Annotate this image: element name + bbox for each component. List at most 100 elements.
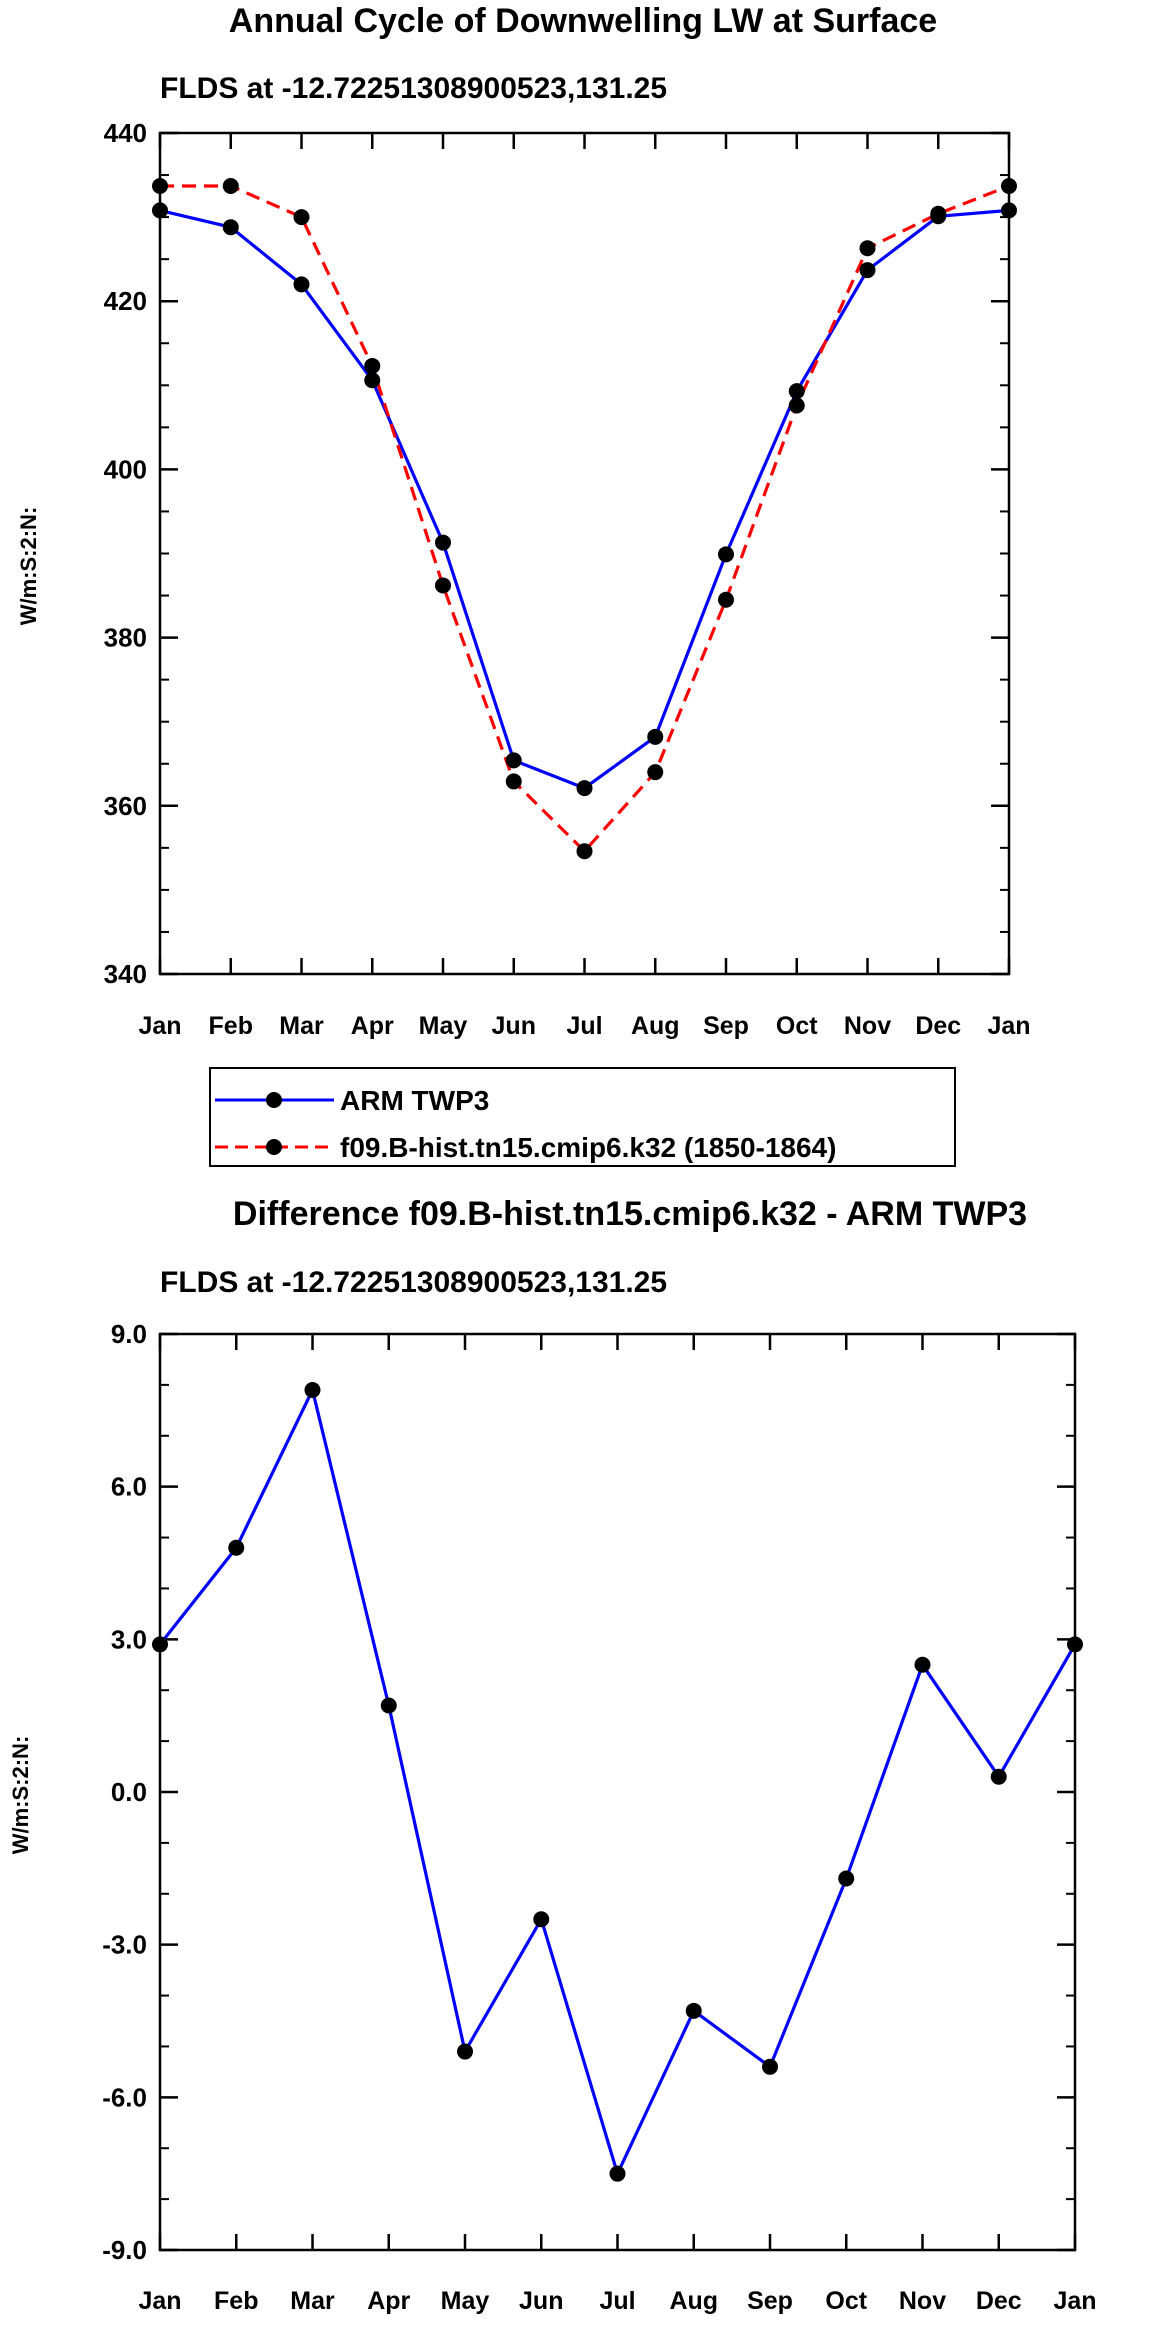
chart2-x-tick-label: Jan: [1053, 2287, 1096, 2315]
chart1-series-0-point: [435, 534, 451, 551]
chart1-y-tick-label: 360: [104, 791, 147, 821]
legend-box: [209, 1067, 956, 1167]
chart2-y-tick-label: -3.0: [102, 1930, 147, 1960]
legend-label-model: f09.B-hist.tn15.cmip6.k32 (1850-1864): [340, 1132, 836, 1163]
chart1-series-0-point: [788, 383, 805, 400]
chart1-y-tick-label: 380: [104, 623, 147, 653]
chart2-series-0-point: [304, 1381, 321, 1398]
chart1-x-tick-label: Oct: [776, 1012, 818, 1040]
chart2-x-tick-label: May: [441, 2287, 490, 2315]
chart2-y-tick-label: 6.0: [111, 1472, 147, 1502]
chart1-x-tick-label: May: [419, 1012, 468, 1040]
chart1-series-0-point: [293, 276, 310, 293]
legend-label-arm: ARM TWP3: [340, 1085, 489, 1116]
chart2-ticks: [158, 1332, 1077, 2252]
chart1-x-tick-label: Sep: [703, 1012, 749, 1040]
chart2-plot-frame: [158, 1332, 1077, 2252]
chart1-series-1-point: [859, 240, 876, 257]
chart2-series-line-0: [158, 1388, 1077, 2176]
chart1-x-tick-label: Jul: [566, 1012, 602, 1040]
chart1-x-tick-label: Nov: [844, 1012, 891, 1040]
legend-marker-model: [266, 1139, 282, 1155]
chart2-x-tick-label: Aug: [669, 2287, 718, 2315]
chart2-series-0-point: [380, 1697, 397, 1714]
chart2-y-tick-label: -9.0: [102, 2235, 147, 2265]
chart2-x-tick-label: Jun: [519, 2287, 563, 2315]
chart1-series-1-point: [647, 764, 664, 781]
chart2-x-tick-label: Nov: [899, 2287, 946, 2315]
chart2-x-tick-label: Dec: [976, 2287, 1022, 2315]
chart2-y-tick-label: 3.0: [111, 1624, 147, 1654]
chart2-y-tick-label: 0.0: [111, 1777, 147, 1807]
chart2-series-0-point: [1067, 1636, 1083, 1653]
chart1-x-tick-label: Jan: [987, 1012, 1030, 1040]
chart1-title: Annual Cycle of Downwelling LW at Surfac…: [229, 2, 937, 40]
chart1-series-1-point: [788, 397, 805, 414]
chart1-series-1-point: [576, 843, 593, 860]
chart2-subtitle: FLDS at -12.72251308900523,131.25: [160, 1266, 667, 1299]
chart2-x-tick-label: Sep: [747, 2287, 793, 2315]
chart1-series-1-point: [718, 591, 734, 608]
chart2-title: Difference f09.B-hist.tn15.cmip6.k32 - A…: [233, 1195, 1027, 1233]
chart2-series-0-point: [152, 1636, 168, 1653]
chart2-x-tick-label: Apr: [367, 2287, 410, 2315]
legend: ARM TWP3 f09.B-hist.tn15.cmip6.k32 (1850…: [209, 1067, 956, 1167]
chart2-x-tick-label: Mar: [290, 2287, 335, 2315]
difference-chart: Difference f09.B-hist.tn15.cmip6.k32 - A…: [8, 1195, 1097, 2315]
chart1-series-1-point: [505, 773, 522, 790]
chart1-series-1-point: [435, 577, 451, 594]
chart1-y-tick-label: 440: [104, 118, 147, 148]
chart1-series-1-point: [1001, 177, 1017, 194]
chart1-series-1-point: [930, 205, 947, 222]
chart1-series-0-point: [505, 752, 522, 769]
chart1-ylabel: W/m:S:2:N:: [16, 507, 41, 626]
chart2-x-tick-labels: Jan Feb Mar Apr May Jun Jul Aug Sep Oct Nov Dec Jan: [138, 2287, 1096, 2315]
chart2-series-0-point: [685, 2002, 702, 2019]
chart1-subtitle: FLDS at -12.72251308900523,131.25: [160, 72, 667, 105]
chart1-x-tick-labels: Jan Feb Mar Apr May Jun Jul Aug Sep Oct Nov Dec Jan: [138, 1012, 1030, 1040]
chart2-series-0-point: [762, 2058, 778, 2075]
chart1-x-tick-label: Apr: [351, 1012, 394, 1040]
chart2-y-tick-label: -6.0: [102, 2082, 147, 2112]
chart2-series-0-point: [609, 2165, 626, 2182]
chart1-y-tick-label: 340: [104, 959, 147, 989]
chart1-series-0-point: [718, 546, 734, 563]
annual-cycle-chart: Annual Cycle of Downwelling LW at Surfac…: [16, 2, 1031, 1040]
chart1-x-tick-label: Mar: [279, 1012, 324, 1040]
chart2-x-tick-label: Oct: [825, 2287, 867, 2315]
chart1-x-tick-label: Aug: [631, 1012, 680, 1040]
chart1-series-1-point: [364, 357, 381, 374]
chart1-x-tick-label: Jun: [492, 1012, 536, 1040]
chart1-series-0-point: [364, 372, 381, 389]
chart1-series-0-point: [859, 262, 876, 279]
chart1-series-0-point: [152, 202, 168, 219]
chart2-series-0-point: [457, 2043, 473, 2060]
chart1-y-tick-labels: 340 360 380 400 420 440: [104, 118, 147, 989]
chart1-ticks: [158, 131, 1011, 976]
chart2-series-0-point: [914, 1656, 931, 1673]
chart1-series-1-point: [293, 209, 310, 226]
chart1-y-tick-label: 400: [104, 454, 147, 484]
chart2-x-tick-label: Feb: [214, 2287, 258, 2315]
chart2-x-tick-label: Jan: [138, 2287, 181, 2315]
chart1-series-0-point: [222, 219, 239, 236]
chart2-series-0-point: [533, 1911, 550, 1928]
chart1-series-1-point: [152, 177, 168, 194]
chart2-series: [152, 1381, 1083, 2182]
chart1-y-tick-label: 420: [104, 286, 147, 316]
chart2-y-tick-label: 9.0: [111, 1319, 147, 1349]
chart2-y-tick-labels: -9.0 -6.0 -3.0 0.0 3.0 6.0 9.0: [102, 1319, 147, 2265]
chart1-series-1-point: [222, 177, 239, 194]
chart1-series-line-1: [160, 184, 1010, 853]
chart2-x-tick-label: Jul: [599, 2287, 635, 2315]
chart1-x-tick-label: Feb: [209, 1012, 253, 1040]
chart1-series-0-point: [576, 780, 593, 797]
chart1-x-tick-label: Dec: [915, 1012, 961, 1040]
chart1-series: [152, 177, 1017, 860]
legend-marker-arm: [266, 1092, 282, 1108]
chart2-series-0-point: [990, 1768, 1007, 1785]
chart2-series-0-point: [838, 1870, 855, 1887]
chart1-series-line-0: [159, 208, 1010, 790]
chart2-ylabel: W/m:S:2:N:: [8, 1736, 33, 1855]
